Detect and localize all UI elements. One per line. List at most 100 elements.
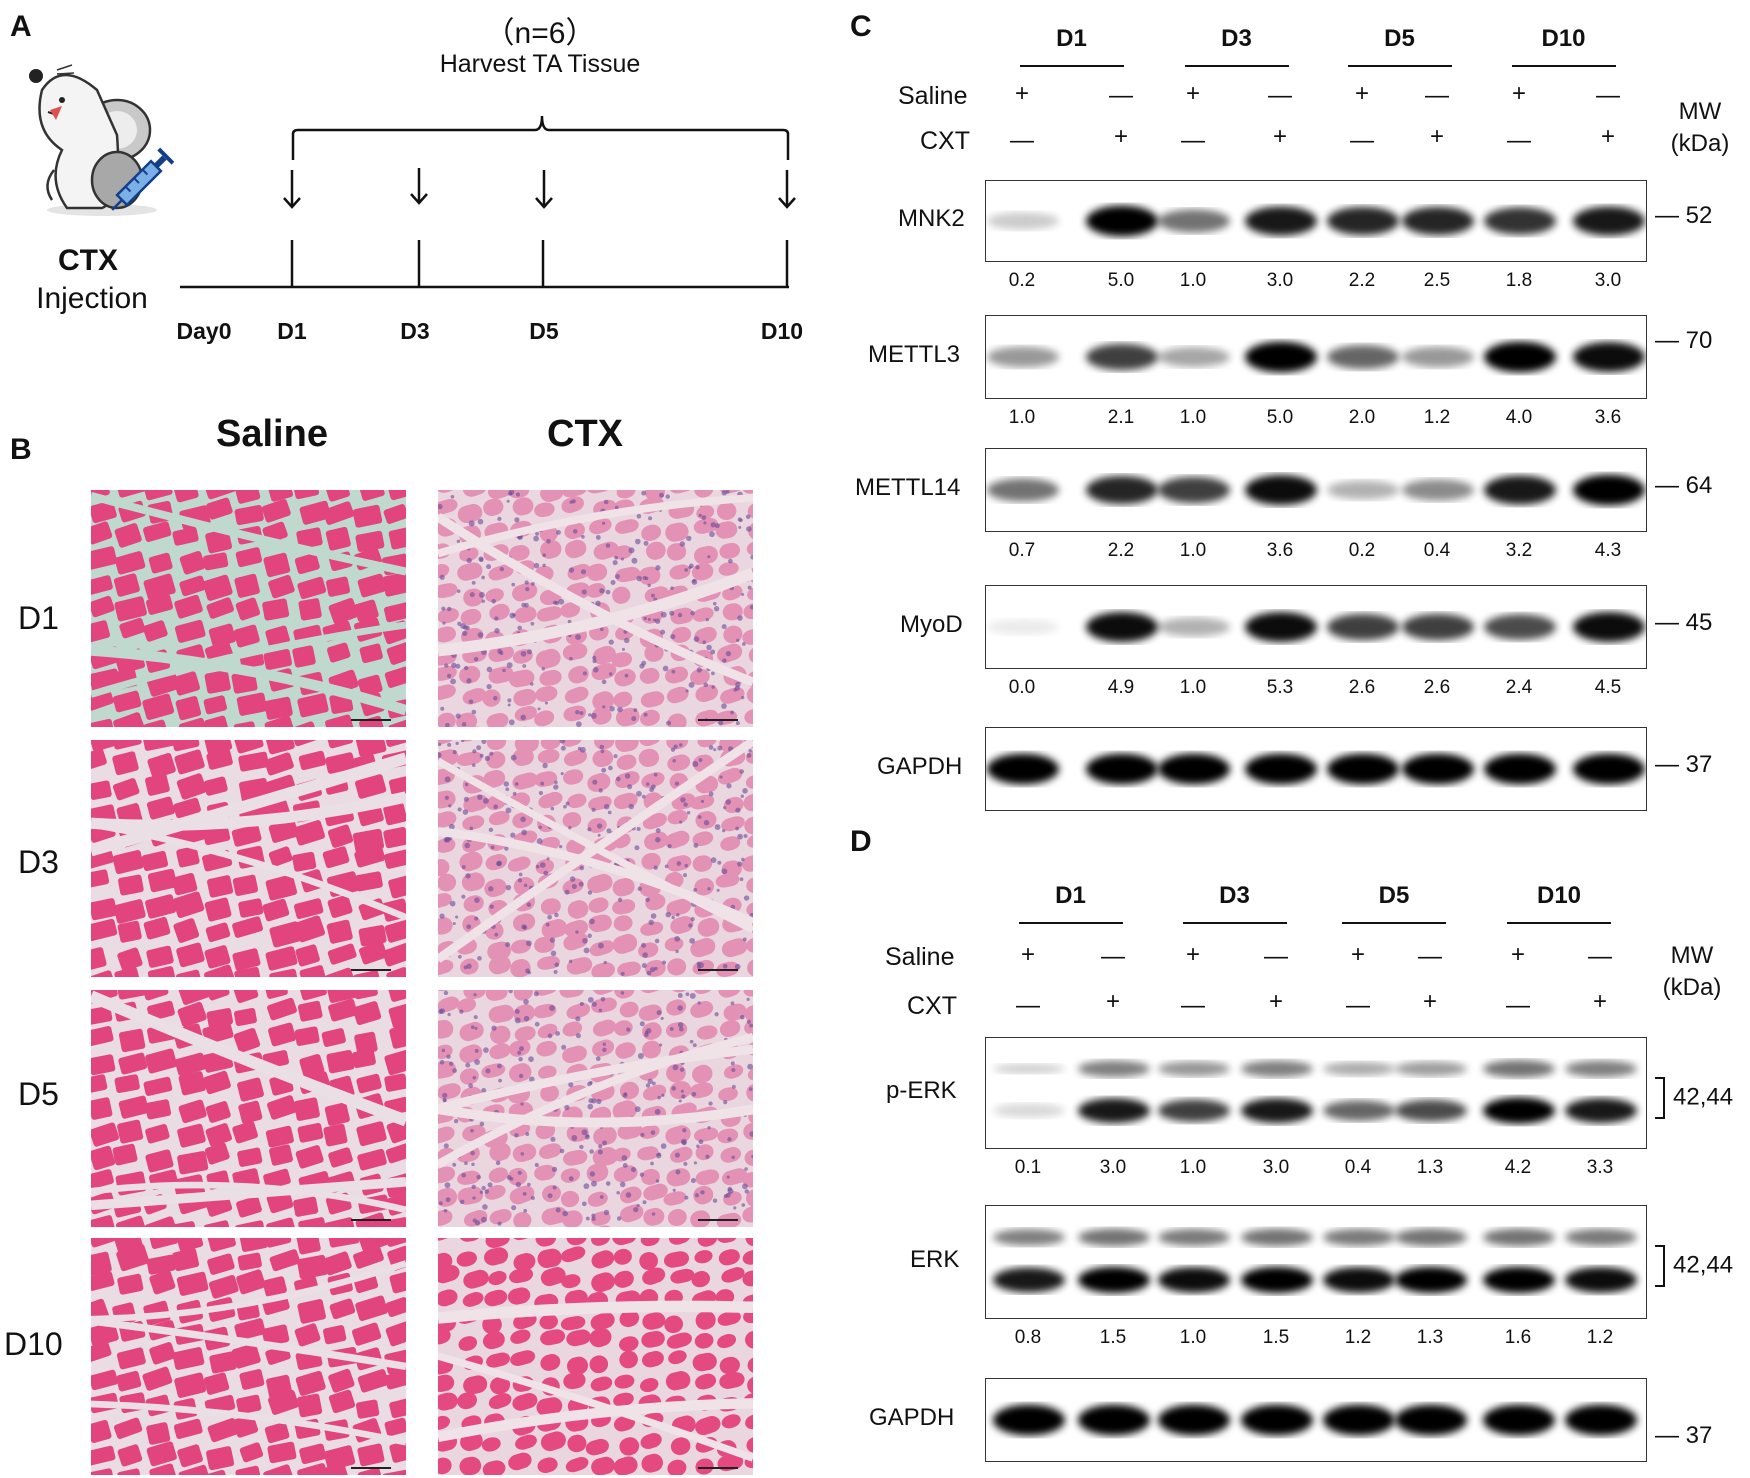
tissue-ctx-d1 — [438, 490, 753, 727]
injection-label: Injection — [36, 282, 148, 315]
timeline-label: D5 — [529, 318, 559, 344]
band — [1483, 1097, 1555, 1124]
row-label-cxt: CXT — [920, 127, 970, 155]
saline-mark: + — [1020, 941, 1036, 968]
bracket — [1655, 1245, 1665, 1287]
quant-value: 3.0 — [1262, 1157, 1290, 1178]
quant-value: 5.0 — [1107, 270, 1135, 291]
band — [1078, 1098, 1150, 1124]
cxt-mark: + — [1105, 988, 1121, 1015]
cxt-mark: — — [1016, 992, 1040, 1019]
quant-value: 1.0 — [1179, 270, 1207, 291]
band — [1158, 1099, 1230, 1122]
band — [1484, 475, 1556, 505]
blot-strip — [985, 585, 1647, 669]
band — [1158, 209, 1230, 233]
protein-label: MNK2 — [898, 205, 965, 232]
cxt-mark: + — [1268, 988, 1284, 1015]
band — [1573, 342, 1645, 372]
band — [1241, 1098, 1313, 1124]
day-header: D10 — [1541, 25, 1586, 52]
band — [1327, 480, 1399, 500]
quant-value: 2.4 — [1505, 677, 1533, 698]
quant-value: 1.3 — [1416, 1157, 1444, 1178]
timeline-label: D1 — [277, 318, 307, 344]
cxt-mark: — — [1010, 127, 1034, 154]
harvest-label: Harvest TA Tissue — [439, 50, 641, 78]
quant-value: 3.2 — [1505, 540, 1533, 561]
protein-label: GAPDH — [869, 1404, 955, 1431]
kda-label: (kDa) — [1670, 130, 1730, 157]
quant-value: 2.2 — [1348, 270, 1376, 291]
blot-strip — [985, 727, 1647, 811]
timeline-label: D10 — [760, 318, 804, 344]
quant-value: 1.2 — [1423, 407, 1451, 428]
quant-value: 1.0 — [1179, 540, 1207, 561]
quant-value: 1.0 — [1179, 1327, 1207, 1348]
band — [1086, 343, 1158, 371]
cxt-mark: — — [1346, 992, 1370, 1019]
quant-value: 2.6 — [1348, 677, 1376, 698]
band — [1323, 1404, 1395, 1436]
band — [1323, 1228, 1395, 1246]
quant-value: 1.0 — [1179, 677, 1207, 698]
mw-marker: — 37 — [1655, 1422, 1713, 1449]
day-underline — [1019, 65, 1124, 67]
saline-mark: + — [1354, 80, 1370, 107]
band — [1484, 341, 1556, 373]
quant-value: 2.2 — [1107, 540, 1135, 561]
panel-a-label: A — [10, 10, 32, 43]
band — [1573, 206, 1645, 236]
saline-mark: — — [1588, 943, 1612, 970]
blot-strip — [985, 1378, 1647, 1462]
quant-value: 1.5 — [1262, 1327, 1290, 1348]
band — [1573, 753, 1645, 785]
band — [1402, 206, 1474, 236]
band — [1158, 347, 1230, 367]
band — [1245, 612, 1317, 642]
day-underline — [1018, 922, 1123, 924]
band — [1565, 1228, 1637, 1246]
band — [1483, 1404, 1555, 1436]
quant-value: 4.2 — [1504, 1157, 1532, 1178]
band — [1245, 753, 1317, 785]
protein-label: ERK — [910, 1246, 960, 1273]
band — [993, 1064, 1065, 1074]
quant-value: 2.0 — [1348, 407, 1376, 428]
band — [1078, 1228, 1150, 1247]
day-underline — [1342, 922, 1446, 924]
cxt-mark: + — [1272, 123, 1288, 150]
tissue-saline-d1 — [91, 490, 406, 727]
quant-value: 0.4 — [1423, 540, 1451, 561]
cxt-mark: — — [1507, 127, 1531, 154]
band — [1327, 613, 1399, 641]
band — [1484, 207, 1556, 235]
tissue-ctx-d10 — [438, 1238, 753, 1475]
mw-label: MW — [1678, 98, 1722, 125]
band — [1245, 206, 1317, 236]
band — [1395, 1061, 1467, 1077]
band — [1483, 1266, 1555, 1294]
quant-value: 2.1 — [1107, 407, 1135, 428]
cxt-mark: — — [1181, 992, 1205, 1019]
band — [1241, 1228, 1313, 1247]
saline-mark: + — [1014, 80, 1030, 107]
row-label-d1: D1 — [18, 600, 59, 636]
row-label-saline: Saline — [885, 943, 955, 971]
n-label: （n=6） — [484, 17, 596, 50]
mw-marker: — 45 — [1655, 609, 1713, 636]
band — [1078, 1404, 1150, 1436]
quant-value: 2.6 — [1423, 677, 1451, 698]
band — [1402, 346, 1474, 368]
band — [993, 1267, 1065, 1293]
band — [1565, 1267, 1637, 1293]
band — [1086, 612, 1158, 642]
band — [1402, 753, 1474, 785]
band — [1323, 1061, 1395, 1076]
band — [1395, 1266, 1467, 1294]
day-header: D5 — [1378, 882, 1410, 909]
band — [1573, 474, 1645, 506]
band — [1158, 1404, 1230, 1436]
band — [1395, 1099, 1467, 1122]
cxt-mark: + — [1113, 123, 1129, 150]
